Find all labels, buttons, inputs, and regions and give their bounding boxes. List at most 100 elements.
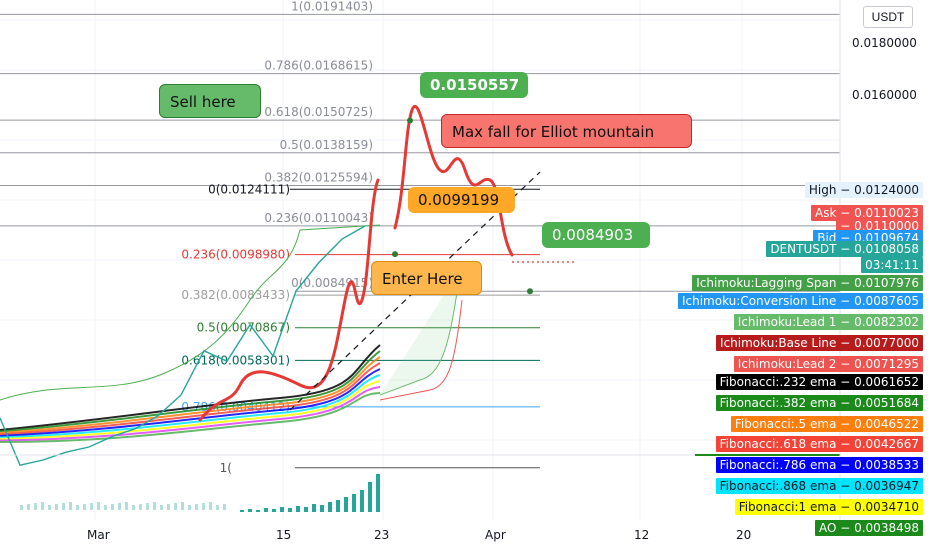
volume-bar <box>34 503 37 510</box>
fib-upper-label: 0.786(0.0168615) <box>264 59 373 73</box>
ema-line <box>0 350 381 433</box>
price-tag: Fibonacci:.232 ema − 0.0061652 <box>715 374 923 390</box>
price-tag: Fibonacci:1 ema − 0.0034710 <box>734 498 923 515</box>
fib-lower-label: 0.236(0.0098980) <box>181 248 290 262</box>
volume-bar <box>125 502 128 510</box>
trend-path <box>198 178 380 422</box>
volume-bar <box>160 505 163 510</box>
volume-bar <box>272 509 276 512</box>
volume-bar <box>62 503 65 510</box>
ema-line <box>0 374 381 439</box>
volume-bar <box>76 505 79 510</box>
volume-bar <box>344 497 348 512</box>
currency-button[interactable]: USDT <box>863 6 913 28</box>
volume-bar <box>69 502 72 510</box>
volume-bar <box>248 509 252 512</box>
fib-upper-label: 0.618(0.0150725) <box>264 105 373 119</box>
volume-bar <box>376 474 380 512</box>
peak-value-label: 0.0150557 <box>420 72 528 98</box>
fib-lower-label: 0.5(0.0070867) <box>197 321 290 335</box>
volume-bar <box>83 504 86 510</box>
ema-line <box>0 356 381 434</box>
volume-bar <box>20 505 23 510</box>
price-tag: High − 0.0124000 <box>804 181 923 198</box>
volume-bar <box>264 508 268 512</box>
volume-bar <box>312 504 316 512</box>
time-axis-label: 12 <box>634 528 650 542</box>
volume-bar <box>360 490 364 512</box>
price-tag: Fibonacci:.5 ema − 0.0046522 <box>730 415 923 432</box>
volume-bar <box>27 504 30 510</box>
volume-bar <box>352 494 356 512</box>
volume-bar <box>256 510 260 512</box>
projection-point <box>407 117 413 124</box>
price-tag: Ichimoku:Lead 2 − 0.0071295 <box>733 355 923 372</box>
time-axis-label: Apr <box>485 528 506 542</box>
price-tag: Ichimoku:Lead 1 − 0.0082302 <box>733 314 923 331</box>
volume-bar <box>139 504 142 510</box>
volume-bar <box>368 482 372 512</box>
ema-line <box>0 392 381 443</box>
volume-bar <box>97 502 100 510</box>
time-axis-label: 15 <box>276 528 292 542</box>
price-tag: Fibonacci:.868 ema − 0.0036947 <box>715 478 923 494</box>
price-tick-label: 0.0180000 <box>852 36 917 50</box>
volume-bar <box>167 504 170 510</box>
fib-upper-label: 1(0.0191403) <box>291 0 373 13</box>
price-tag: AO − 0.0038498 <box>814 519 923 536</box>
price-tag: Ichimoku:Lagging Span − 0.0107976 <box>692 275 923 292</box>
volume-bar <box>288 508 292 512</box>
volume-bar <box>174 503 177 510</box>
volume-bar <box>240 510 244 512</box>
fib-upper-label: 0.382(0.0125594) <box>264 170 373 184</box>
volume-bar <box>195 504 198 510</box>
volume-bar <box>153 502 156 510</box>
volume-bar <box>146 503 149 510</box>
price-tag: Fibonacci:.382 ema − 0.0051684 <box>715 394 923 411</box>
volume-bar <box>41 502 44 510</box>
price-tag: Fibonacci:.618 ema − 0.0042667 <box>715 436 923 453</box>
ema-line <box>0 362 381 436</box>
volume-bar <box>202 503 205 510</box>
ichimoku-lead2-line <box>379 299 463 401</box>
fib-lower-label: 0.382(0.0083433) <box>181 288 290 302</box>
ema-line <box>0 386 381 442</box>
volume-bar <box>320 505 324 512</box>
time-axis-label: Mar <box>87 528 110 542</box>
price-tag: Ichimoku:Base Line − 0.0077000 <box>716 335 923 351</box>
price-tag: Ask − 0.0110023 <box>811 205 923 221</box>
volume-bar <box>118 503 121 510</box>
volume-bar <box>223 504 226 510</box>
target-value-label: 0.0084903 <box>542 222 650 248</box>
enter-here-callout: Enter Here <box>371 261 482 295</box>
volume-bar <box>132 505 135 510</box>
volume-bar <box>111 504 114 510</box>
volume-bar <box>336 500 340 512</box>
ichimoku-lead1-line <box>0 224 381 401</box>
fib-upper-label: 0(0.0084915) <box>291 276 373 290</box>
volume-bar <box>104 505 107 510</box>
time-axis-label: 23 <box>374 528 390 542</box>
ema-line <box>0 368 381 437</box>
volume-bar <box>280 507 284 512</box>
volume-bar <box>188 505 191 510</box>
volume-bar <box>90 503 93 510</box>
ema-line <box>0 380 381 440</box>
price-tag: Ichimoku:Conversion Line − 0.0087605 <box>677 293 923 310</box>
price-tag: DENTUSDT − 0.0108058 <box>766 241 923 258</box>
volume-bar <box>55 504 58 510</box>
ema-line <box>0 344 381 431</box>
fib-upper-label: 0.236(0.0110043) <box>264 211 373 225</box>
volume-bar <box>48 505 51 510</box>
fib-lower-label: 0.618(0.0058301) <box>181 353 290 367</box>
volume-bar <box>304 507 308 512</box>
volume-bar <box>181 502 184 510</box>
fib-lower-label: 0(0.0124111) <box>208 182 290 196</box>
sell-here-callout: Sell here <box>159 84 261 118</box>
fib-lower-label: 1( <box>220 461 232 475</box>
entry-value-label: 0.0099199 <box>408 187 515 213</box>
price-tag: Fibonacci:.786 ema − 0.0038533 <box>715 457 923 474</box>
volume-bar <box>328 502 332 512</box>
max-fall-callout: Max fall for Elliot mountain <box>441 114 692 148</box>
volume-bar <box>216 505 219 510</box>
